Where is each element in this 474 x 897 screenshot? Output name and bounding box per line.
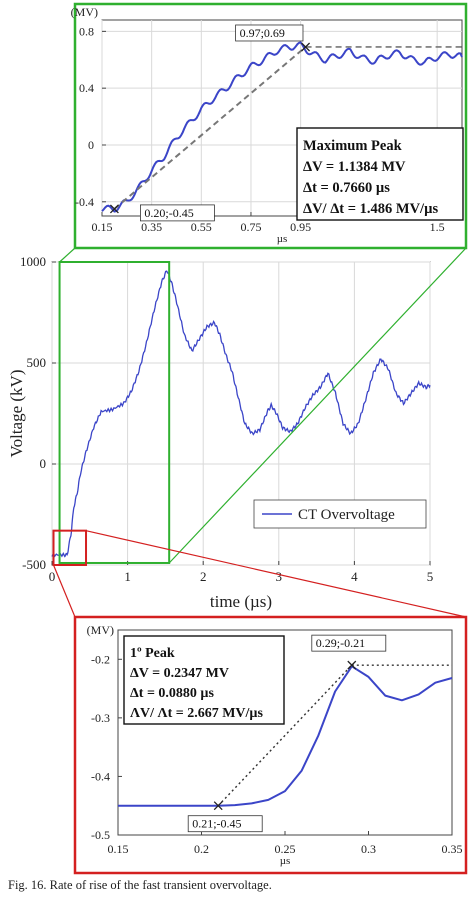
- zoom-top-annotation-start-box: [140, 204, 215, 222]
- zoom-top-info-box-line-3: ΔV/ Δt = 1.486 MV/µs: [303, 201, 438, 217]
- zoom-top-ytick-label-0: -0.4: [75, 195, 94, 209]
- main-ytick-label-0: -500: [22, 557, 46, 572]
- connector-red-right: [85, 530, 467, 618]
- zoom-top-xlabel: µs: [277, 233, 288, 245]
- zoom-top-ytick-label-3: 0.8: [79, 24, 94, 38]
- zoom-top-ytick-label-2: 0.4: [79, 81, 94, 95]
- zoom-bottom-ytick-label-0: -0.5: [91, 828, 110, 842]
- zoom-bottom-info-box-line-0: 1º Peak: [130, 646, 175, 661]
- zoom-top-info-box-line-2: Δt = 0.7660 µs: [303, 180, 390, 196]
- zoom-bottom-annotation-peak-box: [311, 634, 387, 652]
- zoom-bottom-dotted-slope: [217, 664, 353, 807]
- zoom-top-xtick-label-1: 0.35: [141, 220, 162, 234]
- main-legend-label: CT Overvoltage: [298, 507, 395, 523]
- zoom-bottom-info-box-line-3: ΛV/ Λt = 2.667 MV/µs: [130, 706, 263, 721]
- zoom-bottom-xtick-label-2: 0.25: [275, 842, 296, 856]
- zoom-bottom-xtick-label-4: 0.35: [442, 842, 463, 856]
- zoom-top-annotation-peak: 0.97;0.69: [235, 24, 304, 42]
- zoom-bottom-marker-peak: [347, 660, 357, 670]
- zoom-top-xtick-label-5: 1.5: [430, 220, 445, 234]
- zoom-bottom-ytick-label-2: -0.3: [91, 711, 110, 725]
- zoom-bottom-xlabel: µs: [280, 855, 291, 867]
- main-ytick-label-1: 0: [40, 456, 47, 471]
- zoom-top-marker-peak-b: [301, 42, 311, 52]
- zoom-bottom-annotation-peak-text: 0.29;-0.21: [316, 636, 365, 650]
- main-ytick-label-2: 500: [27, 355, 47, 370]
- zoom-top-annotation-start-text: 0.20;-0.45: [144, 206, 193, 220]
- zoom-bottom-ytick-label-3: -0.2: [91, 652, 110, 666]
- zoom-bottom-annotation-peak: 0.29;-0.21: [311, 634, 387, 652]
- main-xtick-label-1: 1: [124, 569, 131, 584]
- zoom-top-info-box-frame: [296, 127, 464, 221]
- zoom-top-info-box-line-1: ΔV = 1.1384 MV: [303, 159, 406, 175]
- main-xtick-label-5: 5: [427, 569, 434, 584]
- main-zoom-rect-red: [52, 529, 88, 566]
- connector-green-right: [168, 247, 467, 564]
- zoom-top-marker-start-b: [109, 204, 119, 214]
- main-xtick-label-4: 4: [351, 569, 358, 584]
- zoom-top-annotation-start: 0.20;-0.45: [140, 204, 215, 222]
- zoom-top-annotation-peak-box: [235, 24, 304, 42]
- zoom-top-xtick-label-4: 0.95: [290, 220, 311, 234]
- zoom-bottom-info-box-line-2: Δt = 0.0880 µs: [130, 686, 214, 701]
- main-series-line: [51, 270, 431, 558]
- main-xtick-label-3: 3: [276, 569, 283, 584]
- zoom-bottom-marker-start-b: [213, 801, 223, 811]
- zoom-bottom-xtick-label-0: 0.15: [108, 842, 129, 856]
- zoom-top-info-box-line-0: Maximum Peak: [303, 138, 403, 154]
- zoom-top-series-line: [101, 41, 463, 213]
- connector-green-left: [59, 247, 76, 263]
- zoom-top-marker-peak: [301, 42, 311, 52]
- zoom-bottom-ytick-label-1: -0.4: [91, 769, 110, 783]
- zoom-top-marker-start: [109, 204, 119, 214]
- main-xlabel: time (µs): [210, 592, 272, 611]
- connector-red-left: [52, 564, 76, 618]
- main-xtick-label-2: 2: [200, 569, 207, 584]
- zoom-bottom-annotation-start: 0.21;-0.45: [187, 815, 263, 833]
- zoom-bottom-xtick-label-3: 0.3: [361, 842, 376, 856]
- zoom-bottom-info-box: 1º Peak ΔV = 0.2347 MV Δt = 0.0880 µs ΛV/ Λ…: [123, 635, 285, 725]
- zoom-top-dashed-slope: [113, 46, 307, 210]
- zoom-top-xtick-label-2: 0.55: [191, 220, 212, 234]
- main-ylabel: Voltage (kV): [7, 370, 26, 458]
- zoom-top-xtick-label-3: 0.75: [240, 220, 261, 234]
- zoom-bottom-info-box-frame: [123, 635, 285, 725]
- zoom-bottom-unit-label: (MV): [87, 623, 114, 637]
- zoom-bottom-series-line: [117, 665, 453, 807]
- main-ytick-label-3: 1000: [20, 254, 46, 269]
- figure-caption: Fig. 16. Rate of rise of the fast transi…: [8, 878, 272, 892]
- zoom-bottom-xtick-label-1: 0.2: [194, 842, 209, 856]
- zoom-bottom-annotation-start-text: 0.21;-0.45: [192, 817, 241, 831]
- zoom-top-info-box: Maximum Peak ΔV = 1.1384 MV Δt = 0.7660 µs…: [296, 127, 464, 221]
- main-zoom-rect-green: [58, 261, 171, 564]
- main-xtick-label-0: 0: [49, 569, 56, 584]
- zoom-top-ytick-label-1: 0: [88, 138, 94, 152]
- zoom-bottom-annotation-start-box: [187, 815, 263, 833]
- zoom-bottom-info-box-line-1: ΔV = 0.2347 MV: [130, 666, 229, 681]
- zoom-top-unit-label: (MV): [71, 5, 98, 19]
- zoom-bottom-marker-start: [213, 801, 223, 811]
- zoom-bottom-marker-peak-b: [347, 660, 357, 670]
- zoom-top-xtick-label-0: 0.15: [92, 220, 113, 234]
- zoom-top-annotation-peak-text: 0.97;0.69: [240, 26, 285, 40]
